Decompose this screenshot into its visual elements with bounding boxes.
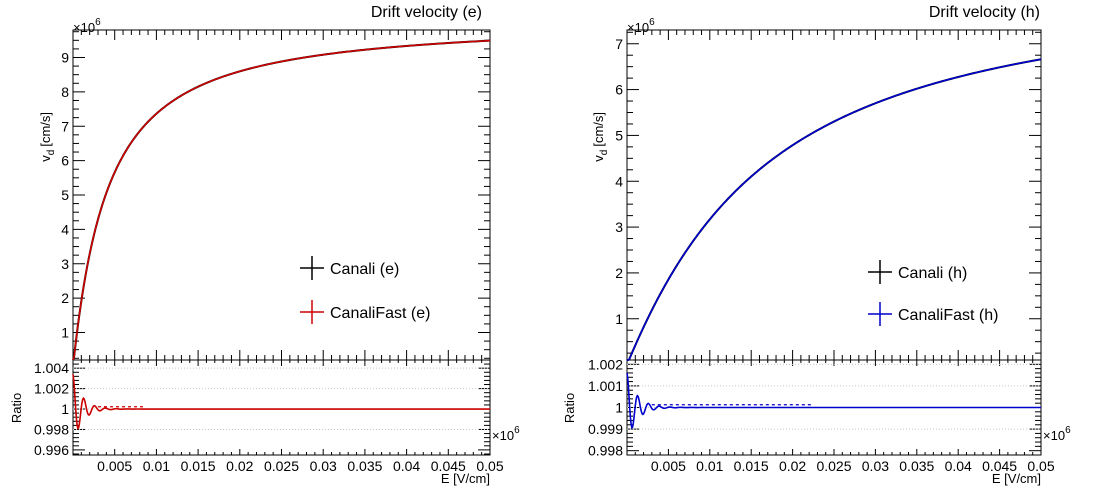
- y-tick-label: 2: [61, 290, 69, 306]
- x-tick-label: 0.01: [696, 458, 723, 474]
- legend-entry-canali: Canali (e): [300, 256, 399, 280]
- y-tick-label: 4: [615, 173, 623, 189]
- legend-entry-canalifast: CanaliFast (h): [868, 302, 998, 326]
- x-tick-label: 0.03: [862, 458, 889, 474]
- legend-label-canali: Canali (h): [898, 265, 967, 282]
- ratio-tick-labels: 0.996 0.998 1 1.002 1.004: [34, 360, 69, 458]
- x-axis-title: E [V/cm]: [441, 471, 490, 486]
- x-tick-label: 0.035: [899, 458, 934, 474]
- x-tick-labels: 0.005 0.01 0.015 0.02 0.025 0.03 0.035 0.04 0.04…: [97, 458, 504, 474]
- ratio-tick-label: 1.002: [588, 356, 623, 372]
- x-tick-label: 0.045: [431, 458, 466, 474]
- panel-electron: Drift velocity (e) ×106 vd[cm/s] Ratio 1…: [9, 4, 520, 486]
- series-line-canalifast-e: [72, 39, 491, 361]
- ratio-tick-label: 1.002: [34, 381, 69, 397]
- x-tick-label: 0.015: [734, 458, 769, 474]
- legend: Canali (h) CanaliFast (h): [868, 260, 998, 326]
- x-tick-label: 0.025: [816, 458, 851, 474]
- x-tick-label: 0.025: [264, 458, 299, 474]
- x-multiplier: ×106: [1043, 425, 1071, 443]
- series-line-canalifast-h: [627, 58, 1042, 361]
- x-tick-label: 0.04: [393, 458, 420, 474]
- y-tick-label: 8: [61, 84, 69, 100]
- x-tick-label: 0.04: [945, 458, 972, 474]
- ratio-axis-title: Ratio: [9, 393, 24, 423]
- y-tick-label: 4: [61, 221, 69, 237]
- ratio-tick-label: 0.998: [588, 443, 623, 459]
- y-tick-label: 5: [61, 187, 69, 203]
- ratio-tick-labels: 0.998 0.999 1 1.001 1.002: [588, 356, 623, 458]
- x-tick-label: 0.045: [982, 458, 1017, 474]
- y-tick-labels: 1 2 3 4 5 6 7 8 9: [61, 50, 69, 341]
- x-tick-labels: 0.005 0.01 0.015 0.02 0.025 0.03 0.035 0.04 0.04…: [651, 458, 1055, 474]
- data-curves: [72, 39, 491, 361]
- y-axis-title: vd[cm/s]: [591, 112, 610, 162]
- x-tick-label: 0.01: [143, 458, 170, 474]
- x-tick-label: 0.05: [1027, 458, 1054, 474]
- x-tick-label: 0.03: [310, 458, 337, 474]
- axis-ticks: [72, 30, 491, 455]
- chart-title: Drift velocity (h): [929, 4, 1040, 21]
- ratio-tick-label: 1.004: [34, 360, 69, 376]
- ratio-tick-label: 0.999: [588, 421, 623, 437]
- ratio-curves: [626, 372, 1041, 429]
- ratio-tick-label: 0.998: [34, 421, 69, 437]
- y-tick-label: 5: [615, 127, 623, 143]
- x-tick-label: 0.02: [779, 458, 806, 474]
- x-multiplier: ×106: [492, 425, 520, 443]
- panel-hole: Drift velocity (h) ×106 vd[cm/s] Ratio 1…: [562, 4, 1071, 486]
- y-tick-label: 3: [61, 256, 69, 272]
- ratio-line: [626, 372, 1041, 429]
- ratio-axis-title: Ratio: [562, 393, 577, 423]
- ratio-tick-label: 1: [61, 401, 69, 417]
- y-tick-label: 6: [61, 153, 69, 169]
- x-axis-title: E [V/cm]: [992, 471, 1041, 486]
- y-tick-label: 6: [615, 82, 623, 98]
- axis-ticks: [626, 30, 1042, 456]
- legend-label-canali: Canali (e): [330, 261, 399, 278]
- y-multiplier: ×106: [73, 17, 101, 35]
- ratio-plot-frame: [72, 359, 491, 456]
- ratio-tick-label: 1.001: [588, 378, 623, 394]
- data-curves: [627, 58, 1042, 361]
- chart-title: Drift velocity (e): [371, 4, 482, 21]
- y-axis-title: vd[cm/s]: [38, 112, 57, 162]
- x-tick-label: 0.02: [226, 458, 253, 474]
- legend-entry-canalifast: CanaliFast (e): [300, 300, 430, 324]
- x-tick-label: 0.05: [476, 458, 503, 474]
- ratio-gridlines: [627, 363, 1041, 430]
- x-tick-label: 0.005: [97, 458, 132, 474]
- ratio-gridlines: [73, 367, 490, 430]
- x-tick-label: 0.035: [347, 458, 382, 474]
- y-tick-labels: 1 2 3 4 5 6 7: [615, 36, 623, 327]
- ratio-tick-label: 0.996: [34, 442, 69, 458]
- y-tick-label: 1: [615, 311, 623, 327]
- y-tick-label: 7: [61, 118, 69, 134]
- legend-label-canalifast: CanaliFast (e): [330, 305, 430, 322]
- ratio-tick-label: 1: [615, 400, 623, 416]
- x-tick-label: 0.015: [181, 458, 216, 474]
- legend-entry-canali: Canali (h): [868, 260, 967, 284]
- y-tick-label: 1: [61, 325, 69, 341]
- ratio-curves: [72, 374, 490, 430]
- legend-label-canalifast: CanaliFast (h): [898, 307, 998, 324]
- ratio-line: [72, 374, 490, 430]
- y-tick-label: 9: [61, 50, 69, 66]
- y-tick-label: 3: [615, 219, 623, 235]
- y-tick-label: 7: [615, 36, 623, 52]
- x-tick-label: 0.005: [651, 458, 686, 474]
- legend: Canali (e) CanaliFast (e): [300, 256, 430, 324]
- y-tick-label: 2: [615, 265, 623, 281]
